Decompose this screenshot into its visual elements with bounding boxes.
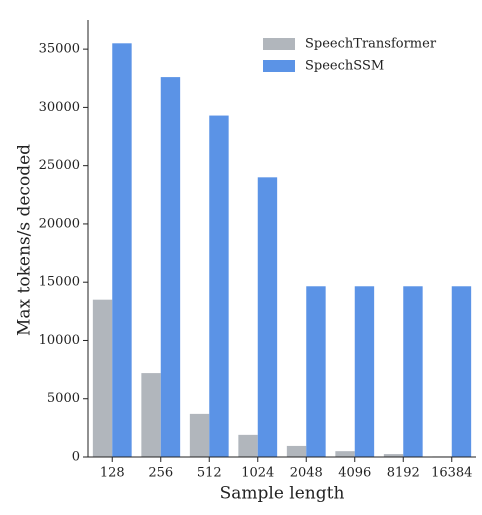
x-axis-label: Sample length — [220, 484, 345, 504]
bar — [92, 299, 113, 457]
bar — [238, 434, 258, 457]
bar — [354, 286, 375, 457]
x-tick-label: 16384 — [431, 466, 472, 481]
x-tick-label: 256 — [148, 466, 173, 481]
bar — [286, 445, 307, 457]
y-axis-label: Max tokens/s decoded — [15, 144, 35, 336]
bar — [160, 77, 181, 458]
bar — [306, 286, 326, 457]
x-tick-label: 8192 — [387, 466, 420, 481]
y-tick-label: 30000 — [39, 100, 80, 115]
y-tick-label: 35000 — [39, 42, 80, 57]
y-tick-label: 10000 — [39, 333, 80, 348]
x-tick-label: 2048 — [290, 466, 323, 481]
x-tick-label: 128 — [100, 466, 125, 481]
y-tick-label: 5000 — [47, 391, 80, 406]
bar — [257, 177, 278, 457]
bar — [209, 115, 229, 457]
bar — [335, 451, 355, 457]
bar — [451, 286, 472, 457]
bar — [189, 413, 210, 457]
y-tick-label: 25000 — [39, 158, 80, 173]
bar — [112, 43, 132, 457]
legend-swatch — [263, 38, 295, 50]
bar — [141, 373, 161, 457]
legend-label: SpeechTransformer — [305, 37, 437, 52]
legend-label: SpeechSSM — [305, 59, 384, 74]
y-tick-label: 15000 — [39, 275, 80, 290]
x-tick-label: 1024 — [241, 466, 274, 481]
legend-swatch — [263, 60, 295, 72]
bar — [403, 286, 423, 457]
x-tick-label: 4096 — [338, 466, 371, 481]
y-tick-label: 20000 — [39, 216, 80, 231]
x-tick-label: 512 — [197, 466, 222, 481]
bar — [383, 454, 404, 457]
y-tick-label: 0 — [72, 450, 80, 465]
